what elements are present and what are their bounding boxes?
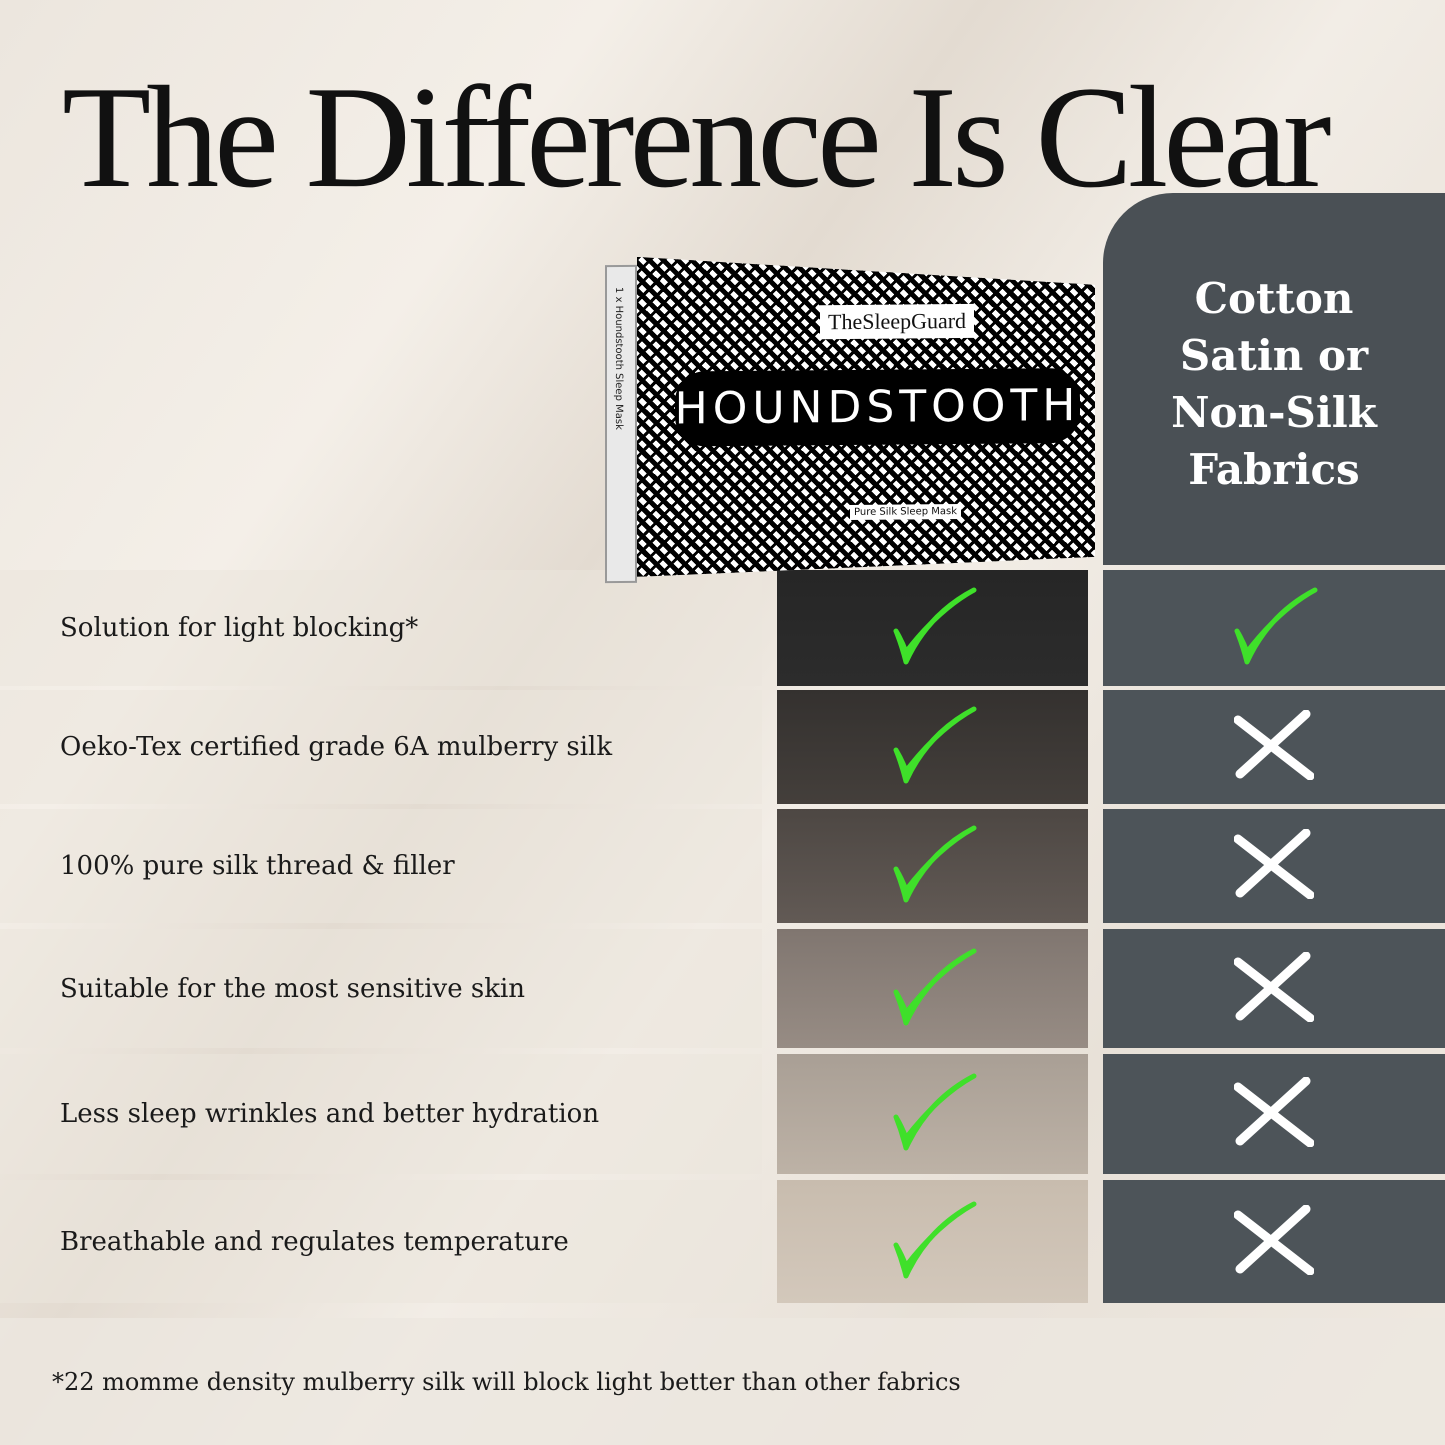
footnote-text: *22 momme density mulberry silk will blo… [52, 1367, 961, 1396]
box-side: 1 x Houndstooth Sleep Mask [605, 264, 637, 584]
competitor-cell [1103, 570, 1445, 686]
competitor-cell [1103, 1054, 1445, 1174]
product-tagline: Pure Silk Sleep Mask [850, 504, 962, 520]
feature-label: Breathable and regulates temperature [0, 1180, 762, 1303]
feature-label: Solution for light blocking* [0, 570, 762, 686]
page-title: The Difference Is Clear [62, 56, 1332, 218]
cross-icon [1233, 1204, 1315, 1279]
feature-label: Less sleep wrinkles and better hydration [0, 1054, 762, 1174]
footnote: *22 momme density mulberry silk will blo… [0, 1318, 1445, 1445]
cross-icon [1233, 828, 1315, 903]
competitor-cell [1103, 929, 1445, 1048]
product-cell [777, 929, 1088, 1048]
competitor-column-header: Cotton Satin or Non-Silk Fabrics [1103, 193, 1445, 565]
cross-icon [1233, 951, 1315, 1026]
feature-label-text: Less sleep wrinkles and better hydration [60, 1099, 600, 1129]
product-cell [777, 690, 1088, 804]
brand-logo: TheSleepGuard [820, 303, 975, 340]
feature-label: 100% pure silk thread & filler [0, 809, 762, 923]
product-cell [777, 570, 1088, 686]
product-cell [777, 809, 1088, 923]
check-icon [888, 1072, 978, 1156]
product-cell [777, 1180, 1088, 1303]
feature-label-text: Solution for light blocking* [60, 613, 419, 643]
feature-label-text: Breathable and regulates temperature [60, 1226, 569, 1257]
check-icon [888, 947, 978, 1031]
competitor-cell [1103, 1180, 1445, 1303]
feature-label-text: Oeko-Tex certified grade 6A mulberry sil… [60, 732, 613, 762]
box-side-text: 1 x Houndstooth Sleep Mask [613, 286, 624, 430]
product-name: HOUNDSTOOTH [675, 367, 1080, 447]
check-icon [888, 586, 978, 670]
competitor-cell [1103, 690, 1445, 804]
check-icon [1229, 586, 1319, 670]
feature-label-text: 100% pure silk thread & filler [60, 851, 455, 881]
feature-label-text: Suitable for the most sensitive skin [60, 973, 526, 1004]
cross-icon [1233, 1076, 1315, 1151]
competitor-cell [1103, 809, 1445, 923]
feature-label: Suitable for the most sensitive skin [0, 929, 762, 1048]
check-icon [888, 705, 978, 789]
cross-icon [1233, 709, 1315, 784]
product-cell [777, 1054, 1088, 1174]
check-icon [888, 824, 978, 908]
check-icon [888, 1200, 978, 1284]
product-box-image: 1 x Houndstooth Sleep Mask TheSleepGuard… [605, 253, 1095, 584]
feature-label: Oeko-Tex certified grade 6A mulberry sil… [0, 690, 762, 804]
competitor-header-text: Cotton Satin or Non-Silk Fabrics [1171, 274, 1377, 494]
